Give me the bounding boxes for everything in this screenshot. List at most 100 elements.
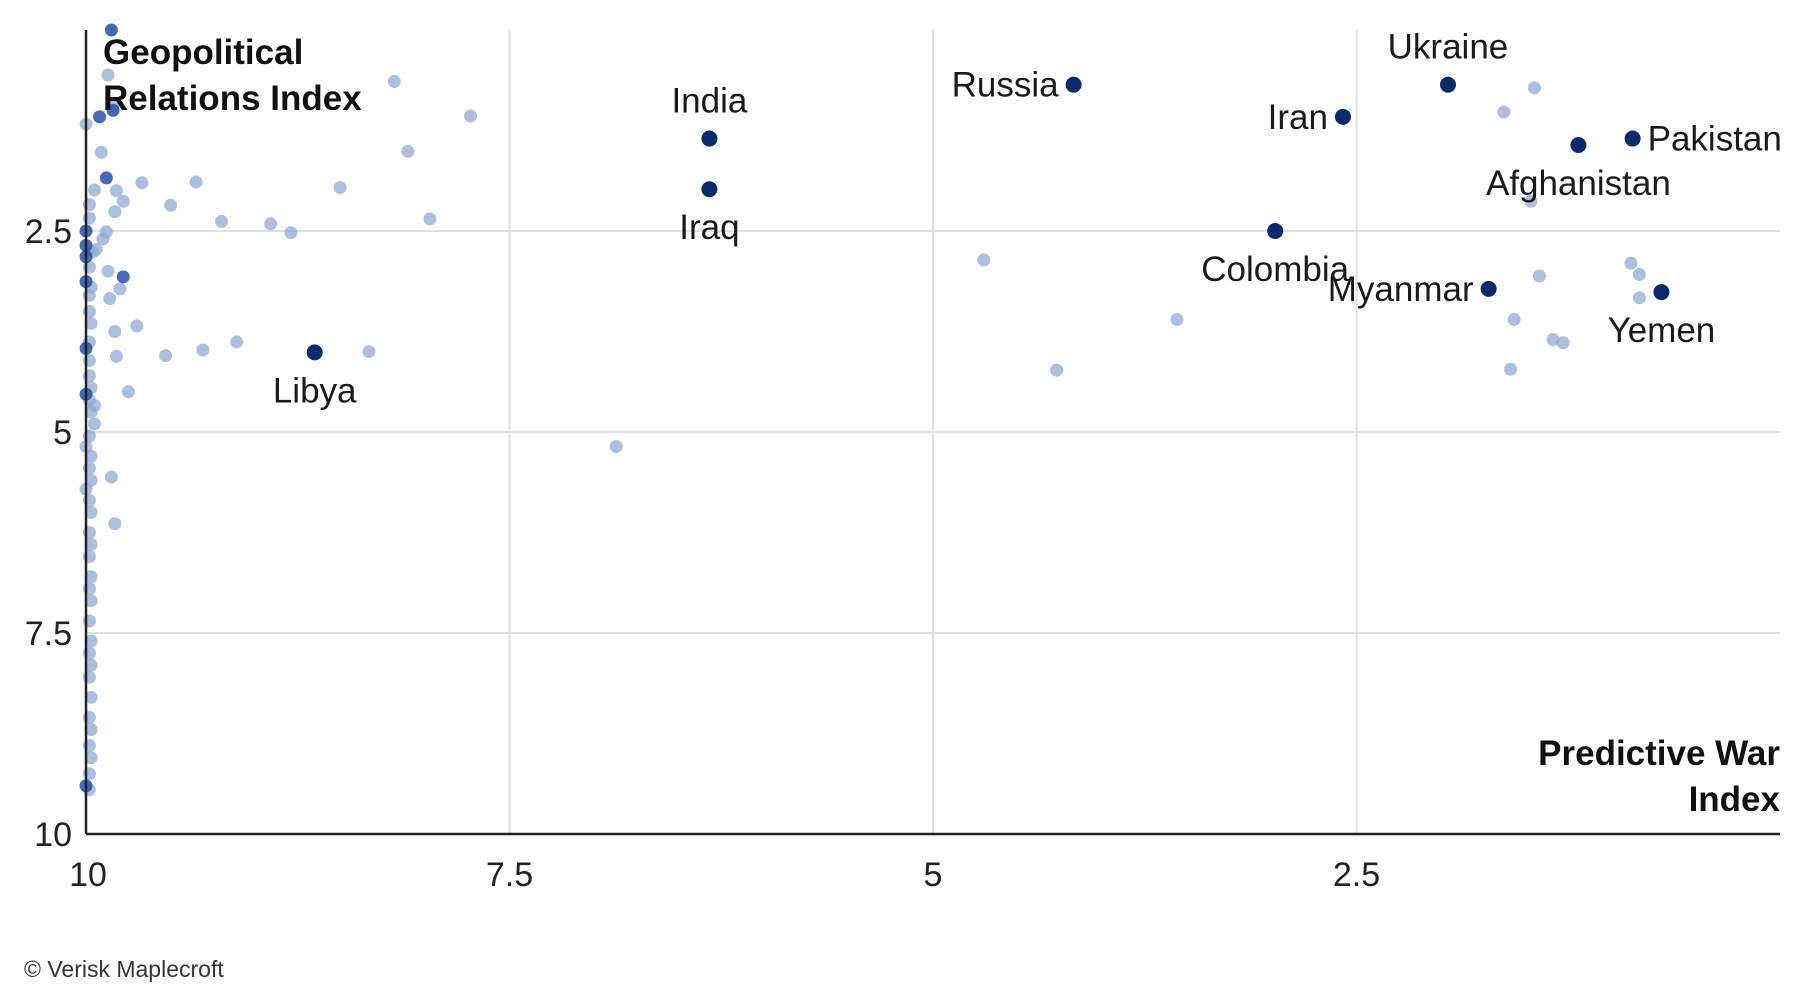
country-label: Myanmar — [1328, 270, 1474, 309]
highlighted-point — [1653, 284, 1670, 301]
data-point — [103, 292, 117, 306]
data-point — [101, 264, 115, 278]
highlighted-point — [1570, 136, 1587, 153]
x-tick-label: 2.5 — [1333, 856, 1380, 894]
data-point — [106, 103, 120, 117]
data-point — [1504, 362, 1518, 376]
data-point — [93, 110, 107, 124]
data-point — [977, 253, 991, 267]
highlighted-point — [1439, 76, 1456, 93]
highlighted-point — [1267, 223, 1284, 239]
highlighted-point — [1065, 76, 1082, 93]
data-point — [1532, 269, 1546, 283]
data-point — [113, 282, 127, 296]
data-point — [84, 690, 98, 704]
country-label: Colombia — [1201, 250, 1349, 289]
data-point — [264, 217, 278, 231]
data-point — [108, 517, 122, 531]
data-point — [101, 68, 115, 82]
data-point — [1497, 105, 1511, 119]
data-point — [84, 505, 98, 519]
data-point — [84, 570, 98, 584]
highlighted-point — [1334, 108, 1351, 125]
data-point — [84, 634, 98, 648]
data-point — [94, 145, 108, 159]
data-point — [464, 109, 478, 123]
data-point — [84, 405, 98, 419]
data-point — [84, 473, 98, 487]
data-point — [84, 751, 98, 765]
highlighted-points — [306, 76, 1670, 361]
data-point — [333, 181, 347, 195]
data-point — [1546, 333, 1560, 347]
data-point — [196, 343, 210, 357]
data-point — [108, 325, 122, 338]
data-point — [1050, 363, 1064, 377]
country-label: Pakistan — [1648, 120, 1782, 159]
data-point — [1556, 336, 1570, 350]
data-point — [84, 658, 98, 672]
data-point — [104, 23, 118, 37]
data-point — [284, 226, 298, 240]
highlighted-point — [701, 130, 718, 147]
data-point — [87, 417, 101, 431]
data-point — [362, 345, 376, 359]
y-tick-label: 2.5 — [25, 213, 72, 251]
data-point — [1507, 312, 1521, 326]
y-axis-title-line1: Geopolitical — [103, 33, 303, 72]
data-point — [189, 175, 203, 189]
credit-text: © Verisk Maplecroft — [24, 956, 224, 982]
data-point — [1632, 267, 1646, 281]
data-point — [87, 183, 101, 197]
data-point — [215, 214, 229, 228]
data-point — [99, 171, 113, 185]
data-point — [109, 349, 123, 363]
country-label: Ukraine — [1388, 28, 1509, 67]
data-point — [387, 74, 401, 88]
y-tick-label: 7.5 — [25, 615, 72, 653]
data-point — [108, 205, 122, 219]
highlighted-point — [701, 181, 718, 198]
country-label: Iran — [1268, 98, 1328, 137]
axes: 10 7.5 5 2.5 2.5 5 7.5 10 — [25, 30, 1780, 894]
y-tick-label: 5 — [53, 414, 72, 452]
country-label: Yemen — [1608, 311, 1716, 350]
highlighted-point — [1480, 280, 1497, 297]
data-point — [1524, 194, 1538, 208]
y-axis-title-line2: Relations Index — [103, 79, 362, 118]
data-point — [1624, 256, 1638, 270]
data-point — [84, 722, 98, 736]
data-point — [116, 194, 130, 208]
data-point — [135, 176, 149, 190]
data-point — [159, 349, 173, 363]
x-axis-title-line1: Predictive War — [1538, 734, 1780, 773]
data-point — [1632, 291, 1646, 305]
country-label: Iraq — [679, 208, 739, 247]
x-tick-label: 5 — [924, 856, 943, 894]
data-point — [230, 335, 244, 349]
data-point — [164, 198, 178, 212]
data-point — [84, 594, 98, 608]
data-point — [109, 184, 123, 198]
data-point — [84, 538, 98, 552]
data-point — [423, 212, 437, 226]
grid-lines — [86, 30, 1780, 834]
highlighted-point — [1624, 130, 1641, 147]
data-point — [1170, 312, 1184, 326]
data-point — [1527, 81, 1541, 95]
data-point — [104, 470, 118, 484]
country-label: Libya — [273, 371, 357, 410]
country-label: Afghanistan — [1486, 164, 1671, 203]
x-tick-label: 7.5 — [486, 856, 533, 894]
data-point — [401, 144, 415, 158]
data-point — [130, 319, 144, 333]
x-axis-title-line2: Index — [1689, 780, 1781, 819]
data-point — [116, 270, 130, 284]
data-point — [84, 316, 98, 330]
data-point — [121, 385, 135, 399]
data-point — [84, 449, 98, 463]
point-labels: India Iraq Russia Ukraine Iran Pakistan Afghan… — [273, 28, 1782, 411]
y-tick-label: 10 — [34, 816, 72, 854]
country-label: India — [671, 82, 747, 121]
